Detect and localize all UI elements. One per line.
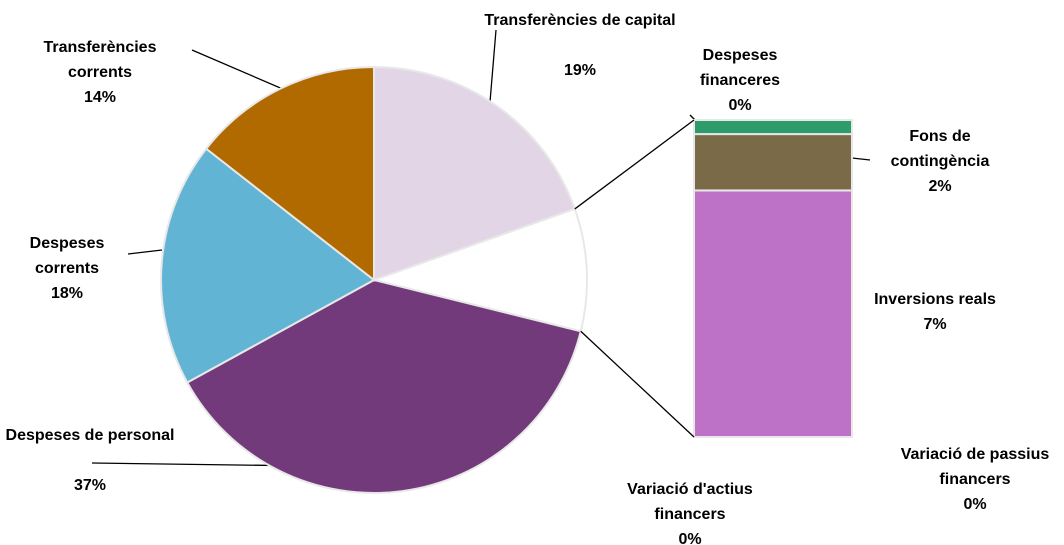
- pie-slice: [185, 278, 582, 494]
- bar-value-label: 2%: [928, 178, 952, 195]
- bar-value-label: 7%: [923, 316, 947, 333]
- slice-label: Transferències corrents: [43, 39, 157, 81]
- slice-label: Transferències de capital: [484, 12, 676, 29]
- leader-line: [851, 157, 871, 161]
- bar-segment: [693, 119, 853, 136]
- leader-line: [489, 29, 497, 103]
- bar-label: Variació d'actius financers: [627, 481, 753, 523]
- bar-label: Fons de contingència: [890, 128, 990, 170]
- bar-segment: [693, 189, 853, 438]
- bar-label: Despeses financeres: [699, 47, 781, 89]
- connector-line: [574, 119, 695, 210]
- bar-value-label: 0%: [728, 97, 752, 114]
- slice-value-label: 18%: [50, 285, 84, 302]
- bar-value-label: 0%: [963, 496, 987, 513]
- pie-slice: [204, 65, 375, 283]
- bar-value-label: 0%: [678, 531, 702, 545]
- slice-value-label: 19%: [563, 62, 597, 79]
- bar-label: Variació de passius financers: [900, 446, 1050, 488]
- bar-segment: [693, 133, 853, 192]
- leader-line: [191, 49, 286, 91]
- pie-slice-other: [370, 207, 588, 333]
- leader-line: [127, 249, 163, 255]
- pie-slice: [160, 147, 376, 384]
- connector-line: [580, 330, 695, 438]
- pie-slice: [373, 65, 577, 282]
- slice-value-label: 14%: [83, 89, 117, 106]
- slice-value-label: 37%: [73, 477, 107, 494]
- bar-label: Inversions reals: [874, 291, 996, 308]
- slice-label: Despeses de personal: [5, 427, 175, 444]
- slice-label: Despeses corrents: [29, 235, 105, 277]
